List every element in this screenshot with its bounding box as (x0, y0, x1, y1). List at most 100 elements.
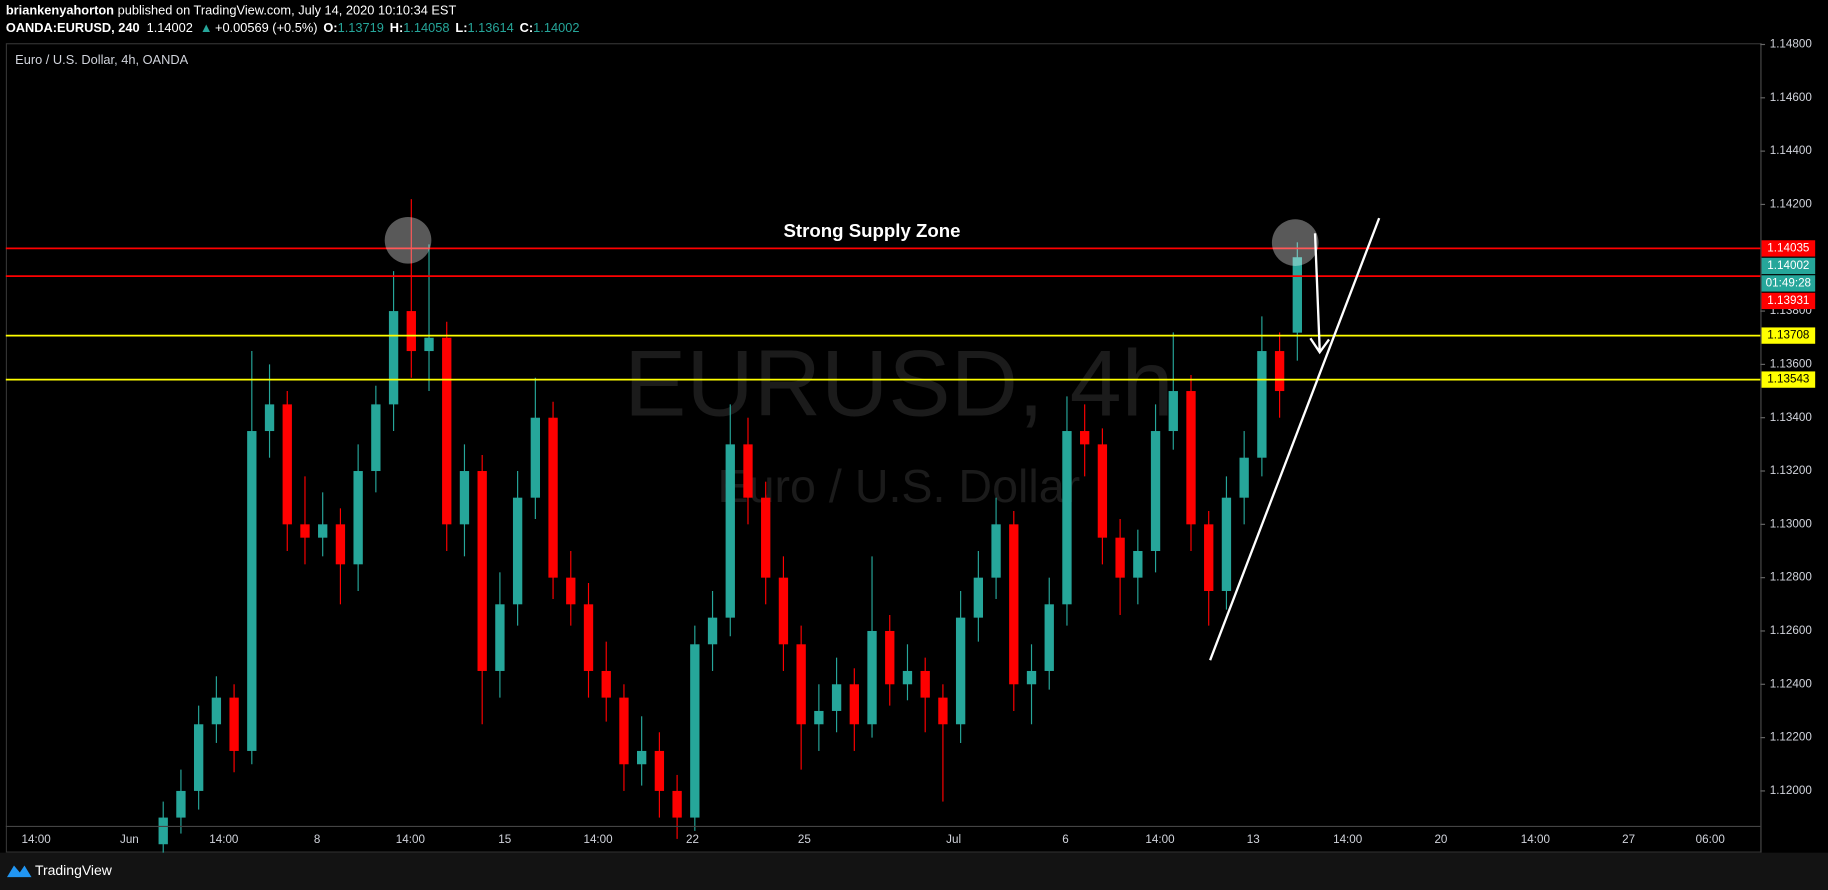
ohlc-label: C: (520, 21, 534, 36)
x-tick-label: 06:00 (1696, 833, 1726, 846)
candle-body (938, 697, 948, 725)
candle-body (991, 524, 1001, 578)
y-tick-label: 1.13600 (1770, 357, 1813, 370)
candle-body (495, 604, 505, 671)
annotation: Strong Supply Zone (784, 220, 961, 241)
x-tick-label: 8 (314, 833, 320, 846)
candle-body (1239, 457, 1249, 498)
x-tick-label: 14:00 (583, 833, 613, 846)
price-tag-label: 1.13708 (1767, 329, 1809, 342)
y-tick-label: 1.14800 (1770, 38, 1813, 51)
candle-body (831, 684, 842, 711)
candle-body (778, 577, 789, 645)
candle-body (459, 471, 470, 525)
logo (6, 865, 32, 878)
candle-body (1133, 550, 1143, 578)
x-tick-label: 14:00 (1145, 833, 1175, 846)
x-tick-label: 14:00 (1521, 833, 1551, 846)
x-tick-label: 15 (498, 833, 511, 846)
price-tag (1761, 275, 1816, 292)
candle-body (973, 577, 984, 618)
candle-body (1168, 391, 1178, 432)
ohlc-label: L: (455, 21, 467, 36)
ohlc-label: O: (323, 21, 337, 36)
candle-body (318, 524, 328, 538)
ohlc-label: H: (390, 21, 404, 36)
footer (0, 852, 1828, 890)
candle-body (955, 617, 966, 725)
candle-body (690, 644, 700, 818)
x-tick-label: 25 (798, 833, 811, 846)
candle-body (601, 670, 611, 698)
candle-body (902, 670, 913, 685)
candle-body (1062, 431, 1072, 605)
candle-body (814, 710, 824, 725)
header-line-1: briankenyahorton published on TradingVie… (6, 3, 457, 18)
candle-body (867, 630, 877, 725)
price-tag (1761, 292, 1816, 310)
candle-body (264, 404, 275, 432)
candle-body (442, 337, 452, 525)
candle-body (1150, 431, 1161, 551)
candle-body (672, 790, 682, 818)
x-tick-label: 6 (1062, 833, 1068, 846)
candle-body (530, 417, 541, 498)
x-tick-label: Jun (120, 833, 139, 846)
x-tick-label: 27 (1622, 833, 1635, 846)
price-tag (1761, 257, 1816, 275)
x-tick-label: 14:00 (209, 833, 239, 846)
y-tick-label: 1.12000 (1770, 784, 1813, 797)
x-tick-label: Jul (946, 833, 961, 846)
highlight-circle (1271, 219, 1319, 266)
candle-body (761, 497, 771, 578)
candle-body (1044, 604, 1054, 671)
x-tick-label: 14:00 (1333, 833, 1363, 846)
y-tick-label: 1.12800 (1770, 571, 1813, 584)
candle-body (1097, 444, 1108, 538)
price-tag-label: 1.14002 (1767, 259, 1809, 272)
candle-body (654, 750, 665, 791)
price-tag-label: 1.13543 (1767, 373, 1809, 386)
candle-body (1026, 670, 1037, 685)
plot (5, 199, 1761, 866)
y-tick-label: 1.12600 (1770, 624, 1813, 637)
candle-body (176, 790, 186, 818)
candle-body (1115, 537, 1125, 578)
x-tick-label: 14:00 (22, 833, 52, 846)
candle-body (335, 524, 346, 565)
legend: Euro / U.S. Dollar, 4h, OANDA (15, 52, 188, 67)
candle-body (566, 577, 576, 605)
price-tag (1761, 327, 1816, 344)
watermark-subtitle: Euro / U.S. Dollar (718, 460, 1081, 512)
candle-body (371, 404, 381, 472)
candle-body (885, 630, 895, 685)
candle-body (158, 817, 168, 845)
y-tick-label: 1.13400 (1770, 411, 1813, 424)
y-tick-label: 1.13200 (1770, 464, 1813, 477)
candle-body (1080, 431, 1090, 445)
candle-body (477, 471, 487, 671)
y-tick-label: 1.14400 (1770, 144, 1813, 157)
up-arrow: ▲ (200, 21, 213, 36)
candle-body (849, 684, 859, 725)
y-tick-label: 1.12200 (1770, 731, 1813, 744)
header-line-2: OANDA:EURUSD, 240 1.14002 ▲ +0.00569 (+0.5%… (6, 21, 580, 36)
y-tick-label: 1.14600 (1770, 91, 1813, 104)
candle-body (725, 444, 735, 618)
ohlc-value: 1.14058 (403, 21, 449, 36)
symbol: OANDA:EURUSD, 240 (6, 21, 140, 36)
candle-body (548, 417, 558, 578)
candle-body (1257, 351, 1267, 458)
x-tick-label: 14:00 (396, 833, 426, 846)
price-tag-label: 1.14035 (1767, 242, 1809, 255)
arrow (1309, 233, 1330, 355)
candle-body (193, 724, 204, 791)
ohlc-value: 1.14002 (533, 21, 579, 36)
change: +0.00569 (+0.5%) (215, 21, 318, 36)
candle-body (1221, 497, 1232, 591)
trend-line (1209, 217, 1381, 661)
candle-body (1009, 524, 1019, 685)
candle-body (707, 617, 718, 645)
